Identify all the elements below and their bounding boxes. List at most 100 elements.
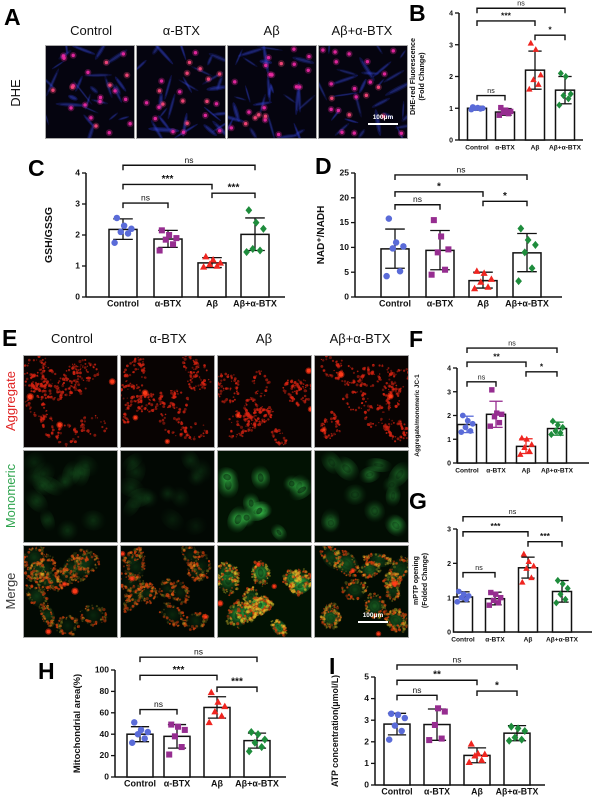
- svg-text:20: 20: [100, 750, 110, 760]
- panel-b-label: B: [409, 0, 426, 26]
- panel-i: I 0 1 2 3 4 5 ATP concentration(μmol/L) ns ** * ns…: [322, 650, 600, 805]
- svg-text:Control: Control: [465, 145, 489, 152]
- panel-e-row-label-merge: Merge: [3, 572, 18, 610]
- svg-text:0: 0: [447, 630, 451, 637]
- svg-text:α-BTX: α-BTX: [164, 779, 191, 789]
- svg-text:α-BTX: α-BTX: [155, 299, 182, 309]
- svg-text:5: 5: [364, 672, 369, 682]
- svg-text:0: 0: [104, 772, 109, 782]
- svg-text:Aβ: Aβ: [522, 468, 531, 475]
- panel-e-scale-bar: 100μm: [352, 612, 394, 623]
- svg-text:Aggregate/monomeric JC-1: Aggregate/monomeric JC-1: [414, 374, 421, 457]
- svg-text:***: ***: [162, 174, 174, 185]
- svg-text:Aβ+α-BTX: Aβ+α-BTX: [549, 145, 582, 152]
- panel-a-col-control: Control: [70, 23, 113, 38]
- svg-text:α-BTX: α-BTX: [424, 787, 450, 797]
- panel-h-chart: 0 20 40 60 80 100 Mitochondrial area(%) ns *** **…: [72, 647, 286, 789]
- svg-text:2: 2: [447, 561, 451, 568]
- panel-e-scale-bar-text: 100μm: [362, 612, 384, 619]
- svg-text:1: 1: [75, 261, 80, 271]
- svg-text:10: 10: [340, 242, 350, 252]
- svg-text:80: 80: [100, 686, 110, 696]
- panel-e-row-label-monomeric: Monomeric: [3, 463, 18, 529]
- svg-text:Aβ+α-BTX: Aβ+α-BTX: [233, 299, 277, 309]
- panel-e-col-btx: α-BTX: [149, 331, 187, 346]
- svg-text:Aβ+α-BTX: Aβ+α-BTX: [496, 787, 539, 797]
- svg-text:2: 2: [447, 413, 451, 420]
- panel-a-scale-bar-line: [368, 122, 398, 125]
- panel-b: B 0 1 2 3 4 DHE-red Fluorescence (Fold Change)…: [406, 0, 600, 157]
- svg-text:3: 3: [449, 42, 453, 49]
- panel-d-label: D: [315, 153, 332, 179]
- svg-text:15: 15: [340, 217, 350, 227]
- svg-text:40: 40: [100, 729, 110, 739]
- svg-text:5: 5: [344, 267, 349, 277]
- svg-text:100: 100: [95, 665, 109, 675]
- svg-text:ns: ns: [487, 88, 495, 95]
- svg-text:ns: ns: [475, 565, 483, 572]
- svg-text:α-BTX: α-BTX: [427, 299, 454, 309]
- svg-text:20: 20: [340, 192, 350, 202]
- svg-text:*: *: [548, 25, 552, 35]
- svg-text:ATP concentration(μmol/L): ATP concentration(μmol/L): [330, 675, 340, 787]
- svg-text:mPTP opening: mPTP opening: [413, 556, 420, 605]
- svg-text:4: 4: [447, 366, 451, 373]
- panel-a-row-label-dhe: DHE: [8, 79, 23, 107]
- svg-text:1: 1: [447, 437, 451, 444]
- panel-i-label: I: [329, 653, 336, 679]
- panel-g-chart: 0 1 2 3 mPTP opening (Folded Change) ns *** *** n…: [413, 509, 592, 644]
- svg-text:(Fold Change): (Fold Change): [417, 52, 426, 101]
- panel-e-scale-bar-line: [358, 620, 388, 623]
- svg-text:α-BTX: α-BTX: [485, 637, 505, 644]
- svg-text:ns: ns: [457, 164, 466, 174]
- svg-text:**: **: [433, 670, 441, 681]
- svg-text:ns: ns: [413, 685, 422, 695]
- panel-a-column-headers: Control α-BTX Aβ Aβ+α-BTX: [46, 23, 407, 38]
- micrograph-merge-abeta: [217, 545, 312, 638]
- panel-e-column-headers: Control α-BTX Aβ Aβ+α-BTX: [24, 331, 408, 346]
- panel-f-label: F: [409, 326, 424, 352]
- svg-text:ns: ns: [194, 647, 203, 657]
- svg-text:Control: Control: [451, 637, 475, 644]
- micrograph-aggregate-btx: [120, 355, 215, 448]
- svg-text:4: 4: [449, 11, 453, 18]
- svg-text:DHE-red Fluorescence: DHE-red Fluorescence: [408, 38, 417, 115]
- micrograph-merge-btx: [120, 545, 215, 638]
- panel-c: C 0 1 2 3 4 GSH/GSSG ns *** *** ns Control α-BTX Aβ A…: [22, 153, 322, 325]
- svg-text:*: *: [437, 181, 441, 192]
- svg-text:Aβ: Aβ: [477, 299, 489, 309]
- panel-a-col-combo: Aβ+α-BTX: [331, 23, 393, 38]
- micrograph-dhe-abeta: [227, 45, 317, 139]
- svg-text:3: 3: [364, 715, 369, 725]
- panel-g: G 0 1 2 3 mPTP opening (Folded Change) ns *** **…: [406, 488, 600, 654]
- svg-text:Aβ+α-BTX: Aβ+α-BTX: [235, 779, 279, 789]
- svg-text:*: *: [495, 681, 499, 692]
- panel-c-chart: 0 1 2 3 4 GSH/GSSG ns *** *** ns Control α-BTX Aβ Aβ+…: [43, 155, 285, 309]
- micrograph-dhe-control: [45, 45, 135, 139]
- svg-text:ns: ns: [453, 654, 462, 664]
- micrograph-merge-combo: [314, 545, 409, 638]
- panel-f: F 0 1 2 3 4 Aggregate/monomeric JC-1 ns ** * ns Co…: [406, 326, 600, 486]
- svg-text:ns: ns: [141, 193, 150, 203]
- svg-text:Aβ+α-BTX: Aβ+α-BTX: [541, 468, 574, 475]
- micrograph-merge-control: [23, 545, 118, 638]
- svg-text:1: 1: [447, 595, 451, 602]
- svg-text:*: *: [540, 361, 544, 371]
- panel-b-chart: 0 1 2 3 4 DHE-red Fluorescence (Fold Change) ns…: [408, 1, 583, 152]
- svg-text:***: ***: [173, 665, 185, 676]
- svg-text:ns: ns: [478, 374, 486, 381]
- svg-text:0: 0: [344, 292, 349, 302]
- panel-h: H 0 20 40 60 80 100 Mitochondrial area(%) ns ***…: [24, 645, 324, 805]
- svg-text:ns: ns: [508, 341, 516, 348]
- svg-text:0: 0: [364, 780, 369, 790]
- micrograph-monomeric-btx: [120, 450, 215, 543]
- svg-text:2: 2: [364, 736, 369, 746]
- svg-text:Control: Control: [379, 299, 411, 309]
- svg-text:1: 1: [364, 758, 369, 768]
- svg-text:ns: ns: [517, 1, 525, 8]
- svg-text:α-BTX: α-BTX: [486, 468, 506, 475]
- svg-text:ns: ns: [185, 155, 194, 165]
- svg-text:ns: ns: [509, 509, 517, 516]
- panel-g-label: G: [409, 488, 427, 514]
- svg-text:Control: Control: [455, 468, 479, 475]
